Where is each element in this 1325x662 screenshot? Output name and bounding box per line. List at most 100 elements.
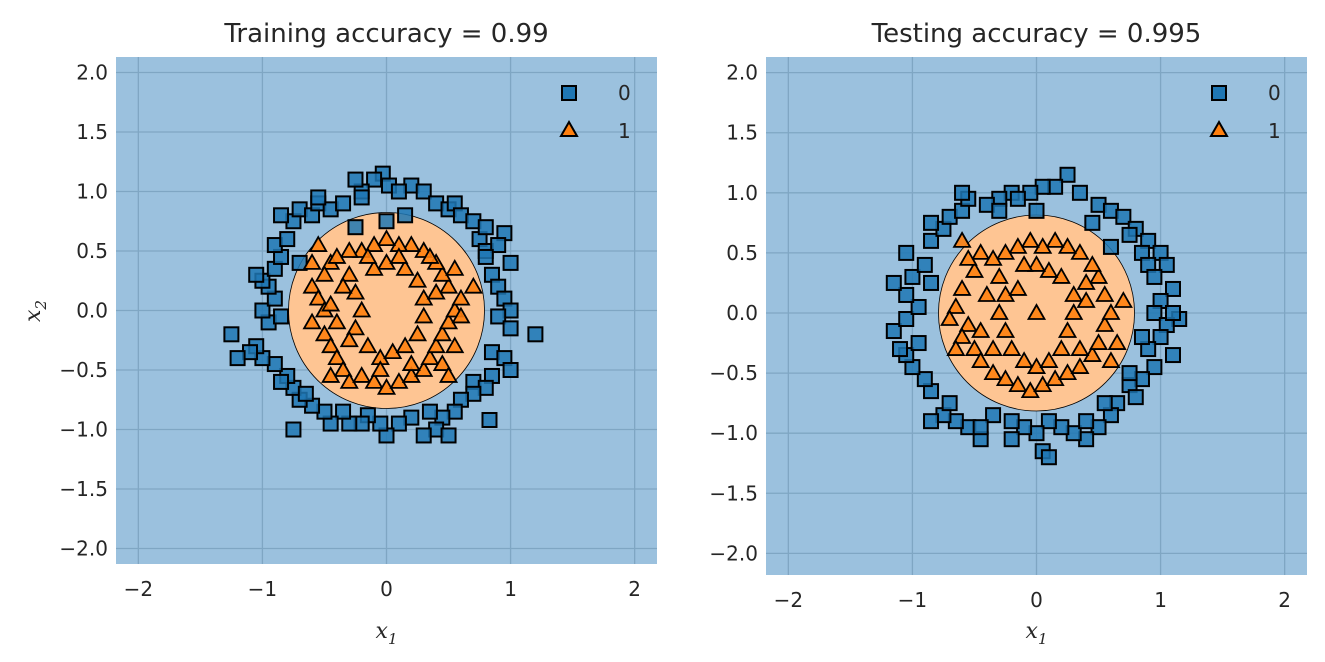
data-point-class-1 xyxy=(1101,351,1121,368)
data-point-class-1 xyxy=(401,354,421,371)
tick-labels: −2 −1 0 1 2 −2.0 −1.5 −1.0 −0.5 0.0 0.5 1.0 1.5 2.0 xyxy=(709,61,1291,612)
y-tick-label: 2.0 xyxy=(76,60,108,84)
data-point-class-0 xyxy=(941,395,958,412)
data-point-class-0 xyxy=(421,403,438,420)
x-tick-label: −2 xyxy=(774,588,803,612)
legend: 0 1 xyxy=(1209,81,1281,143)
data-point-class-1 xyxy=(395,336,415,354)
data-point-class-0 xyxy=(1009,190,1026,207)
data-point-class-0 xyxy=(477,219,494,236)
data-point-class-0 xyxy=(898,286,915,303)
y-tick-label: −2.0 xyxy=(709,541,758,565)
data-point-class-0 xyxy=(898,311,915,328)
data-point-class-1 xyxy=(438,366,459,383)
data-point-class-1 xyxy=(952,231,972,248)
data-point-class-1 xyxy=(395,259,415,276)
y-tick-label: −1.5 xyxy=(59,477,108,501)
data-point-class-1 xyxy=(995,321,1016,338)
y-tick-label: −1.5 xyxy=(709,481,758,505)
data-point-class-1 xyxy=(946,339,966,356)
x-tick-label: 2 xyxy=(1278,588,1291,612)
x-tick-label: 2 xyxy=(628,577,641,601)
data-point-class-1 xyxy=(407,324,428,342)
x-tick-label: 0 xyxy=(380,577,393,601)
data-point-class-1 xyxy=(438,276,459,294)
testing-plot: Testing accuracy = 0.995 −2 −1 0 1 2 −2.0 −1.5… xyxy=(709,19,1307,648)
data-point-class-1 xyxy=(321,336,341,354)
data-point-class-1 xyxy=(302,312,322,330)
data-point-class-0 xyxy=(481,411,498,428)
data-point-class-0 xyxy=(1121,365,1138,382)
data-point-class-1 xyxy=(432,324,452,342)
testing-plot-title: Testing accuracy = 0.995 xyxy=(871,19,1202,49)
data-point-class-1 xyxy=(977,285,997,302)
data-point-class-1 xyxy=(333,276,353,294)
data-point-class-1 xyxy=(946,297,966,314)
data-point-class-1 xyxy=(302,253,322,270)
legend: 0 1 xyxy=(559,81,631,143)
data-point-class-0 xyxy=(477,248,494,265)
data-point-class-0 xyxy=(229,350,246,367)
data-point-class-0 xyxy=(390,183,407,200)
data-point-class-1 xyxy=(958,315,978,332)
x-tick-label: −1 xyxy=(898,588,927,612)
data-point-class-1 xyxy=(971,243,991,260)
x-tick-label: 1 xyxy=(504,577,517,601)
data-point-class-1 xyxy=(364,259,384,276)
data-point-class-0 xyxy=(954,184,971,201)
data-point-class-0 xyxy=(254,302,271,319)
data-point-class-1 xyxy=(1113,291,1133,308)
data-point-class-0 xyxy=(923,232,940,249)
data-point-class-0 xyxy=(415,183,432,200)
y-tick-label: −0.5 xyxy=(59,358,108,382)
data-point-class-1 xyxy=(952,327,972,344)
data-point-class-0 xyxy=(440,427,457,444)
data-point-class-1 xyxy=(407,270,428,288)
legend-label-class-1: 1 xyxy=(1268,119,1281,143)
data-point-class-1 xyxy=(1014,255,1034,272)
y-tick-label: 2.0 xyxy=(726,61,758,85)
data-point-class-0 xyxy=(335,403,352,420)
data-point-class-1 xyxy=(414,306,434,324)
data-point-class-0 xyxy=(372,415,389,432)
data-point-class-0 xyxy=(885,323,902,340)
data-point-class-1 xyxy=(1070,357,1090,374)
data-point-class-1 xyxy=(995,243,1016,260)
data-point-class-0 xyxy=(502,362,519,379)
data-point-class-0 xyxy=(1133,329,1150,346)
data-point-class-1 xyxy=(327,247,347,264)
data-point-class-1 xyxy=(1082,255,1102,272)
data-point-class-1 xyxy=(321,366,341,383)
data-point-class-1 xyxy=(364,372,384,389)
data-point-class-0 xyxy=(1084,214,1101,231)
data-point-class-1 xyxy=(1064,285,1084,302)
data-point-class-0 xyxy=(1040,449,1057,466)
data-point-class-1 xyxy=(1095,285,1115,302)
data-point-class-0 xyxy=(335,195,352,212)
data-point-class-0 xyxy=(916,371,933,388)
data-point-class-0 xyxy=(1003,413,1020,430)
data-point-class-1 xyxy=(339,264,359,282)
y-tick-label: 0.5 xyxy=(76,239,108,263)
x-tick-label: −2 xyxy=(124,577,153,601)
data-point-class-0 xyxy=(1158,256,1175,273)
data-point-class-1 xyxy=(983,363,1003,380)
data-point-class-0 xyxy=(273,373,290,390)
data-point-class-1 xyxy=(358,247,378,264)
data-point-class-1 xyxy=(358,336,378,354)
data-point-class-0 xyxy=(1040,413,1057,430)
data-point-class-0 xyxy=(910,298,927,315)
data-point-class-0 xyxy=(223,326,240,343)
data-point-class-1 xyxy=(1051,339,1071,356)
data-point-class-1 xyxy=(314,264,335,282)
data-point-class-1 xyxy=(1039,351,1059,368)
data-point-class-0 xyxy=(297,385,314,402)
y-tick-label: −1.0 xyxy=(709,421,758,445)
y-tick-label: 1.5 xyxy=(726,121,758,145)
legend-label-class-0: 0 xyxy=(618,81,631,105)
data-point-class-0 xyxy=(1146,359,1163,376)
data-point-class-1 xyxy=(432,354,452,371)
data-point-class-1 xyxy=(426,282,446,300)
y-tick-label: −0.5 xyxy=(709,361,758,385)
data-point-class-0 xyxy=(1127,389,1144,406)
